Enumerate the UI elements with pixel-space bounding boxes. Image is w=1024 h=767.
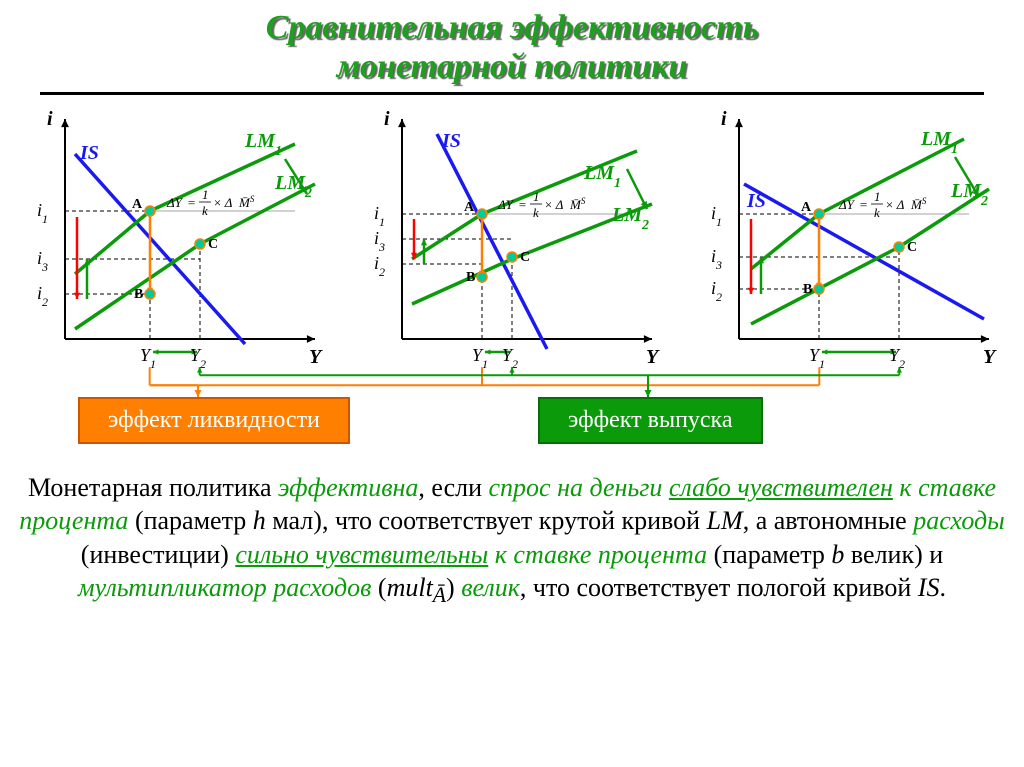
title-line-2: монетарной политики: [337, 48, 687, 85]
svg-text:IS: IS: [79, 142, 99, 164]
svg-text:Y1: Y1: [809, 345, 825, 369]
svg-text:1: 1: [533, 189, 540, 204]
svg-text:A: A: [464, 200, 475, 215]
effect-boxes: эффект ликвидности эффект выпуска: [0, 397, 1024, 457]
svg-text:i3: i3: [711, 246, 722, 272]
panel-3: iYISLM1LM2ABCi1i3i2Y1Y2ΔY=1k × ΔM̄S: [689, 99, 1009, 369]
svg-text:Y1: Y1: [140, 345, 156, 369]
page-title: Сравнительная эффективность монетарной п…: [0, 0, 1024, 86]
svg-text:C: C: [208, 237, 218, 252]
liquidity-effect-label: эффект ликвидности: [108, 407, 320, 433]
svg-text:B: B: [803, 282, 812, 297]
panels-row: iYISLM1LM2ABCi1i3i2Y1Y2ΔY=1k × ΔM̄S iYIS…: [0, 99, 1024, 369]
svg-text:LM1: LM1: [583, 162, 621, 191]
svg-text:=: =: [518, 197, 527, 212]
svg-text:M̄S: M̄S: [569, 196, 586, 212]
output-effect-box: эффект выпуска: [538, 397, 763, 444]
svg-text:i: i: [721, 108, 727, 130]
svg-text:i1: i1: [711, 203, 722, 229]
title-line-1: Сравнительная эффективность: [266, 9, 759, 46]
svg-text:C: C: [907, 240, 917, 255]
svg-text:i1: i1: [37, 200, 48, 226]
svg-text:Y2: Y2: [889, 345, 905, 369]
svg-text:i3: i3: [374, 228, 385, 254]
output-effect-label: эффект выпуска: [568, 407, 733, 433]
svg-text:A: A: [132, 197, 143, 212]
svg-text:× Δ: × Δ: [544, 197, 564, 212]
svg-text:i1: i1: [374, 203, 385, 229]
svg-text:× Δ: × Δ: [213, 195, 233, 210]
title-rule: [40, 92, 984, 95]
svg-text:LM1: LM1: [244, 130, 282, 159]
svg-text:k: k: [202, 203, 208, 218]
svg-text:IS: IS: [441, 130, 461, 152]
svg-text:Y: Y: [309, 346, 323, 368]
svg-text:i2: i2: [374, 253, 385, 279]
svg-text:B: B: [134, 287, 143, 302]
panel-1: iYISLM1LM2ABCi1i3i2Y1Y2ΔY=1k × ΔM̄S: [15, 99, 335, 369]
svg-text:ΔY: ΔY: [838, 197, 856, 212]
svg-text:A: A: [801, 200, 812, 215]
svg-text:1: 1: [874, 189, 881, 204]
svg-text:ΔY: ΔY: [497, 197, 515, 212]
svg-text:IS: IS: [746, 190, 766, 212]
body-paragraph: Монетарная политика эффективна, если спр…: [0, 457, 1024, 610]
svg-text:i: i: [47, 108, 53, 130]
liquidity-effect-box: эффект ликвидности: [78, 397, 350, 444]
svg-text:k: k: [533, 205, 539, 220]
svg-text:B: B: [466, 270, 475, 285]
svg-text:ΔY: ΔY: [166, 195, 184, 210]
svg-text:Y2: Y2: [190, 345, 206, 369]
svg-text:M̄S: M̄S: [910, 196, 927, 212]
svg-text:i3: i3: [37, 248, 48, 274]
svg-text:Y: Y: [983, 346, 997, 368]
svg-text:C: C: [520, 250, 530, 265]
svg-text:Y1: Y1: [472, 345, 488, 369]
svg-text:i2: i2: [711, 278, 722, 304]
svg-text:=: =: [859, 197, 868, 212]
svg-text:M̄S: M̄S: [238, 194, 255, 210]
svg-text:LM2: LM2: [950, 180, 988, 209]
svg-text:=: =: [187, 195, 196, 210]
svg-text:i: i: [384, 108, 390, 130]
svg-text:1: 1: [202, 187, 209, 202]
svg-text:i2: i2: [37, 283, 48, 309]
svg-text:Y2: Y2: [502, 345, 518, 369]
svg-text:Y: Y: [646, 346, 660, 368]
svg-text:k: k: [874, 205, 880, 220]
svg-text:× Δ: × Δ: [885, 197, 905, 212]
panel-2: iYISLM1LM2ABCi1i3i2Y1Y2ΔY=1k × ΔM̄S: [352, 99, 672, 369]
